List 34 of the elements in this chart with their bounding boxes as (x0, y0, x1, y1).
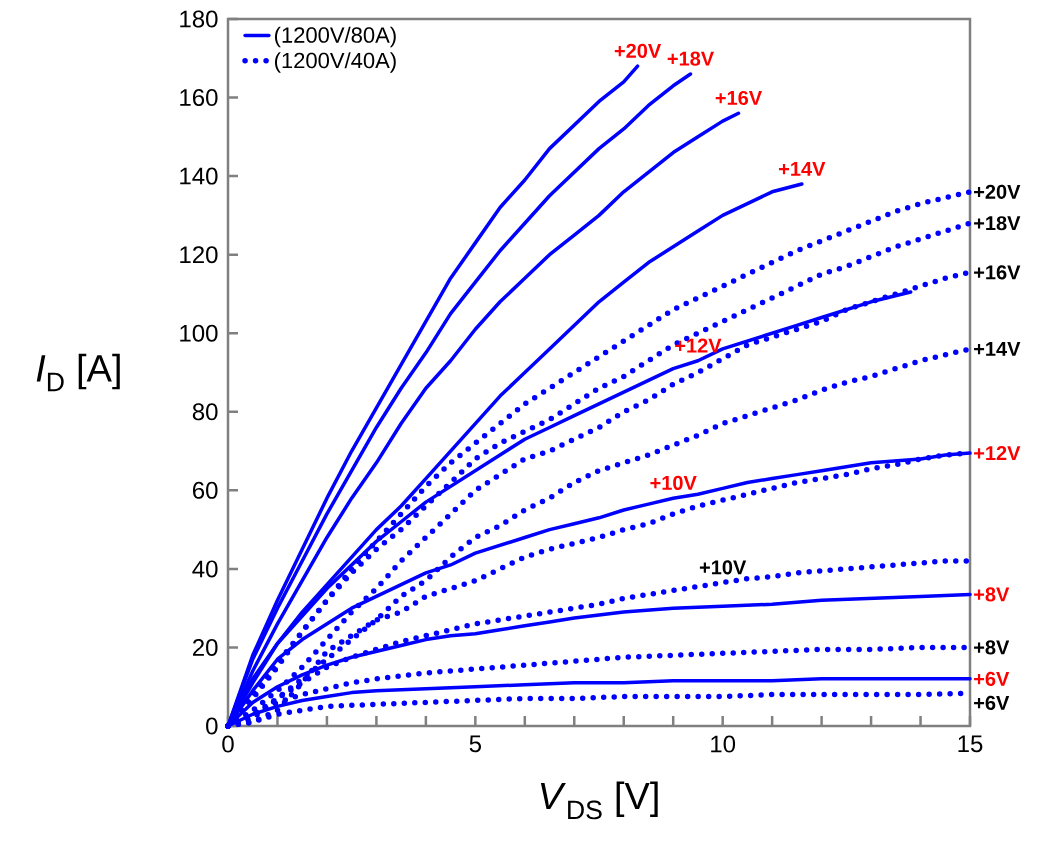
annotation: +20V (974, 184, 1021, 199)
x-tick-label: 0 (222, 735, 234, 753)
annotation: +18V (667, 51, 715, 66)
annotation: +12V (974, 446, 1021, 460)
y-tick-label: 0 (206, 717, 218, 735)
y-tick-label: 100 (180, 324, 218, 342)
annotation: +8V (974, 640, 1010, 655)
legend-label: (1200V/40A) (274, 52, 396, 73)
y-tick-label: 80 (192, 403, 218, 421)
y-tick-label: 160 (180, 89, 218, 107)
x-axis-title: V$_{DS}$ [V] (540, 781, 658, 820)
annotation: +18V (974, 216, 1021, 231)
y-tick-label: 60 (193, 481, 218, 499)
x-tick-label: 5 (469, 735, 482, 753)
y-tick-label: 40 (192, 560, 218, 578)
annotation: +14V (779, 161, 826, 176)
annotation: +14V (974, 342, 1021, 356)
y-tick-label: 180 (180, 10, 218, 28)
annotation: +12V (675, 338, 722, 353)
annotation: +16V (715, 90, 762, 106)
legend-label: (1200V/80A) (274, 26, 396, 48)
annotation: +16V (974, 265, 1021, 280)
y-axis-title: I$_{D}$ [A] (36, 353, 120, 392)
x-tick-label: 10 (711, 735, 736, 753)
y-tick-label: 140 (180, 167, 218, 185)
annotation: +10V (699, 560, 747, 575)
annotation: +6V (974, 695, 1010, 710)
annotation: +20V (614, 43, 662, 58)
annotation: +8V (974, 587, 1010, 602)
annotation: +10V (650, 475, 697, 490)
y-tick-label: 20 (192, 638, 218, 656)
x-tick-label: 15 (958, 735, 983, 753)
annotation: +6V (974, 671, 1010, 686)
y-tick-label: 120 (180, 246, 218, 264)
